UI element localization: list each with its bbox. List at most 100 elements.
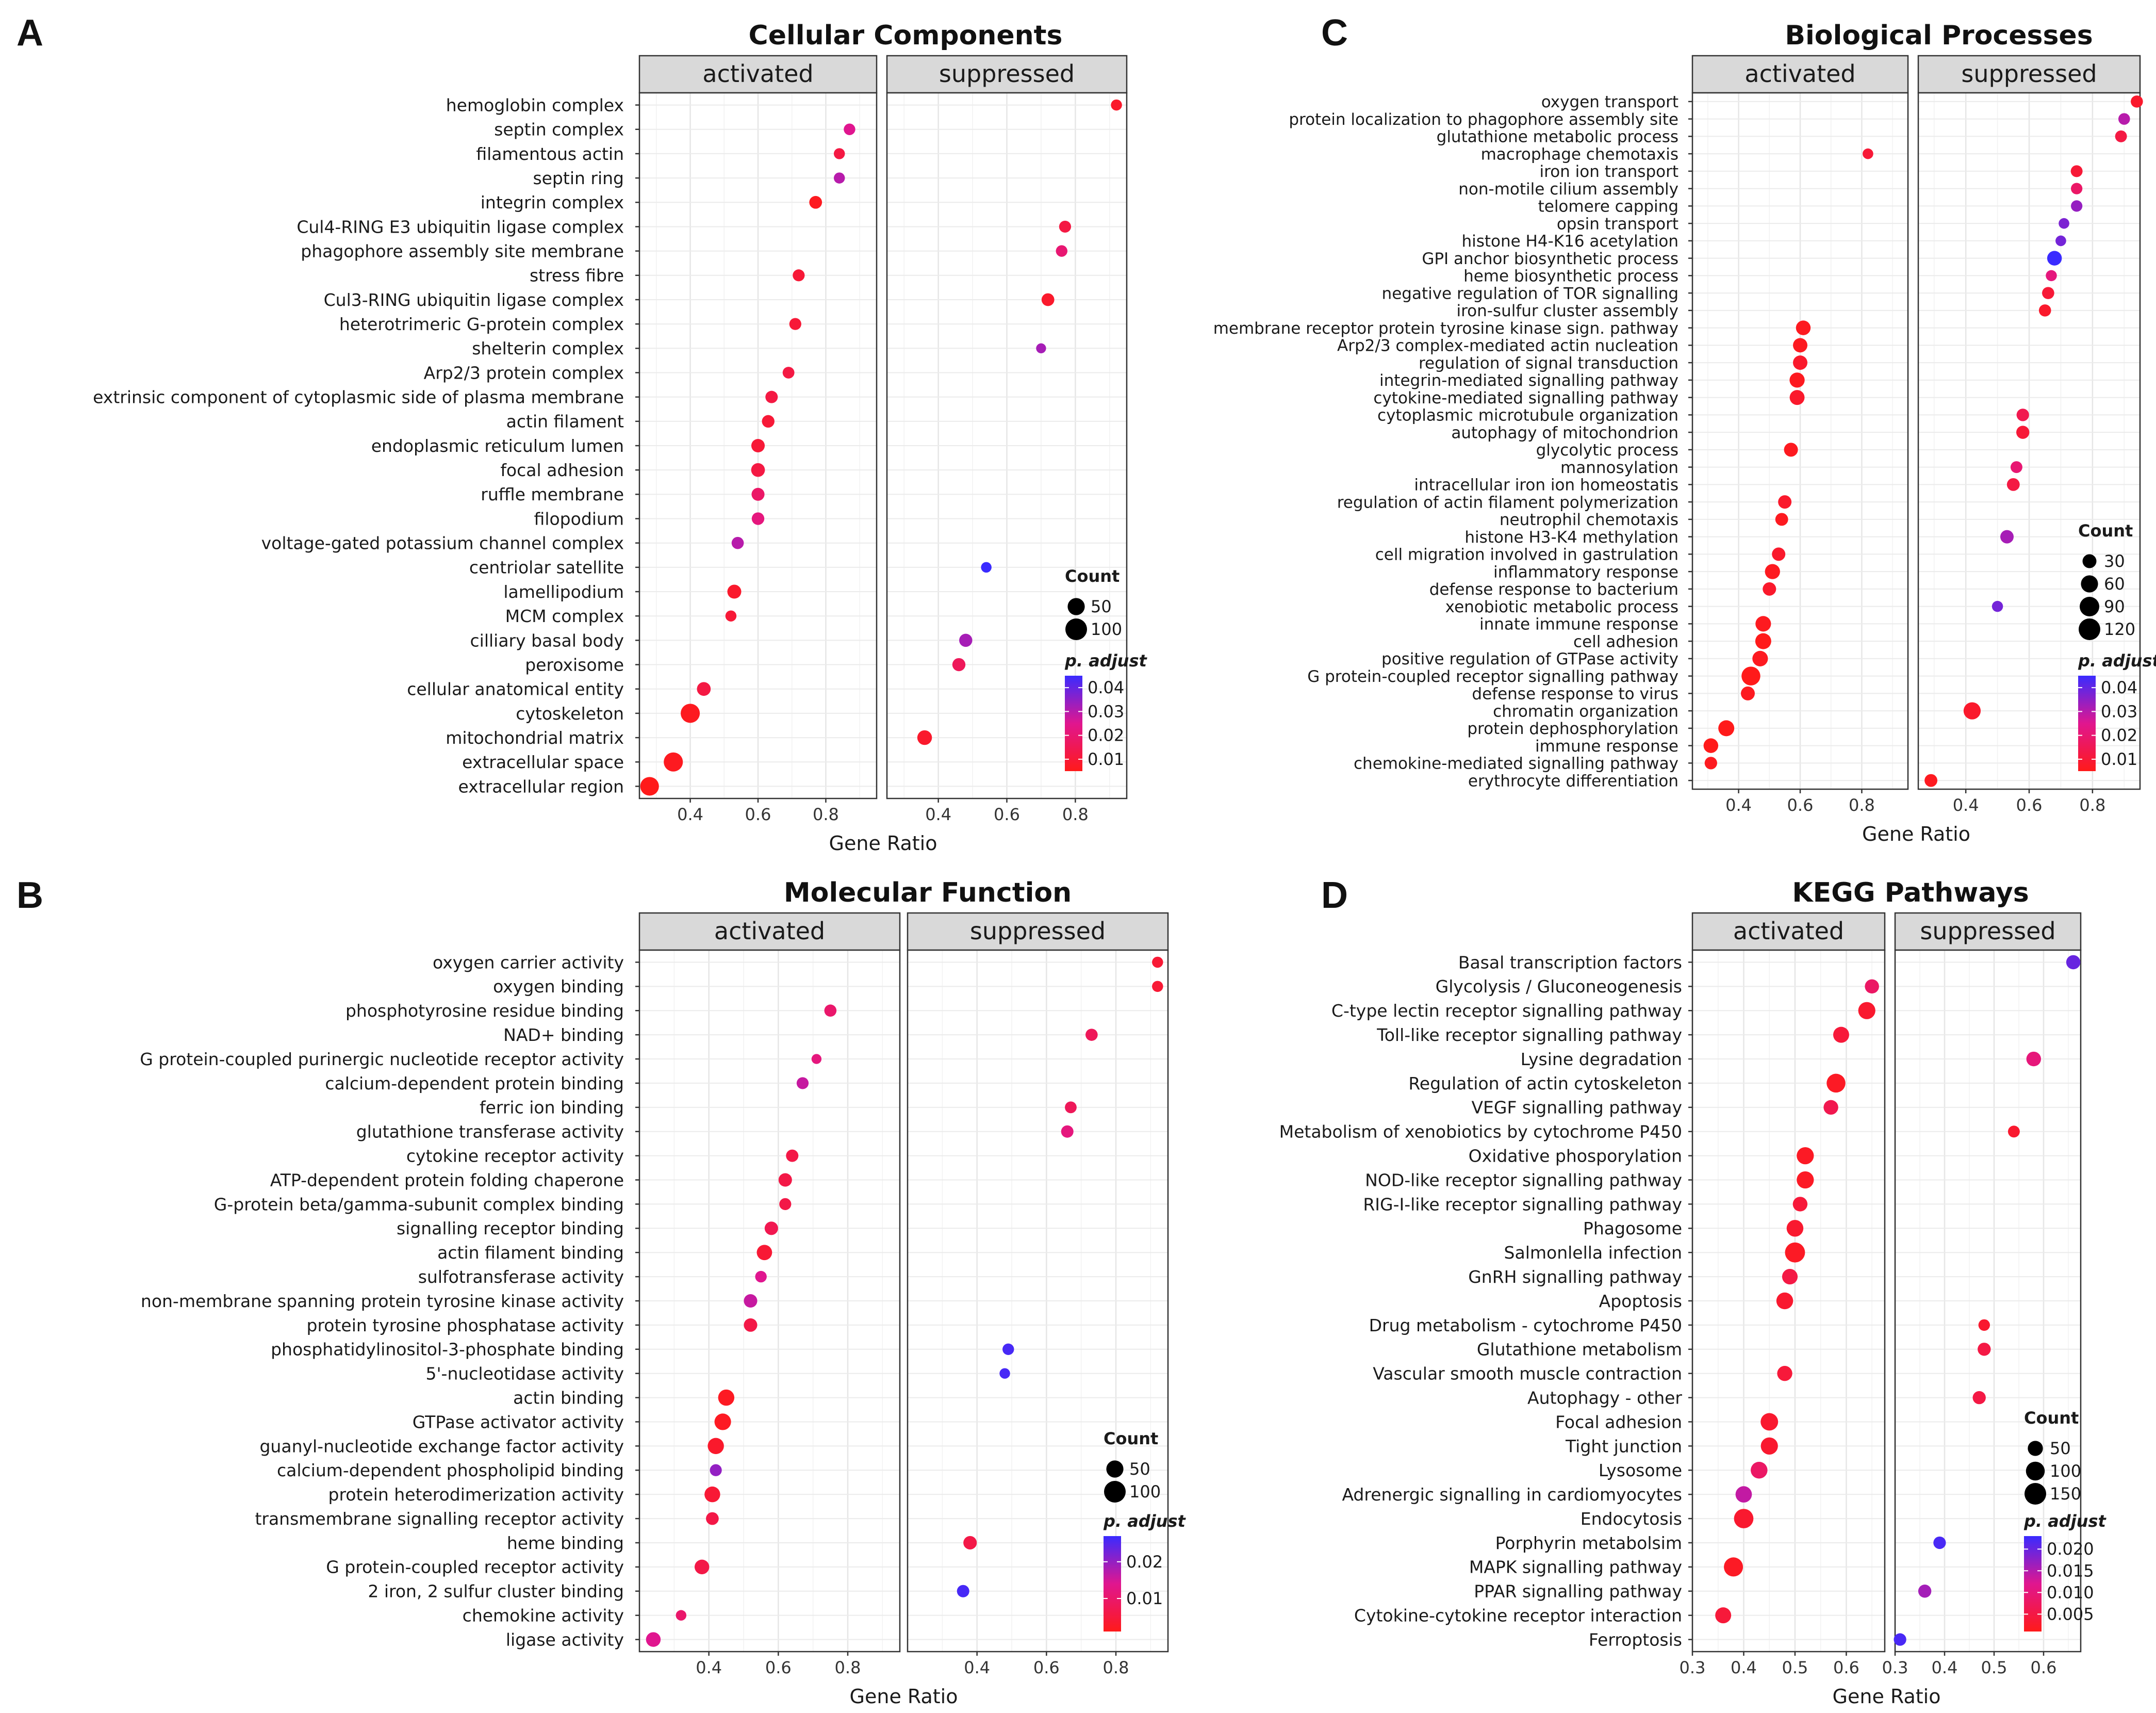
data-point [694,1559,710,1575]
data-point [2055,235,2066,247]
data-point [1797,1147,1814,1165]
data-point [762,415,775,428]
term-label: protein dephosphorylation [1467,720,1678,738]
term-label: Drug metabolism - cytochrome P450 [1369,1315,1682,1335]
term-label: actin binding [513,1388,624,1408]
term-label: 2 iron, 2 sulfur cluster binding [368,1581,624,1602]
term-label: histone H3-K4 methylation [1464,528,1678,547]
data-point [1833,1026,1849,1043]
data-point [664,752,683,772]
panel-title: KEGG Pathways [1792,877,2029,908]
x-axis-title: Gene Ratio [1833,1685,1941,1708]
data-point [727,584,742,599]
term-label: Ferroptosis [1589,1629,1682,1650]
data-point [1793,355,1807,370]
term-label: G protein-coupled receptor signalling pa… [1307,667,1678,686]
data-point [1823,1100,1838,1115]
data-point [1863,148,1873,159]
data-point [1735,1486,1752,1503]
data-point [1858,1002,1875,1019]
term-label: Arp2/3 protein complex [424,363,624,383]
count-legend-dot [2026,1461,2045,1481]
term-label: 5'-nucleotidase activity [425,1364,624,1384]
term-label: actin filament [506,412,624,432]
term-label: ferric ion binding [480,1098,624,1118]
term-label: VEGF signalling pathway [1471,1098,1682,1118]
data-point [1963,702,1981,720]
data-point [1784,443,1798,457]
data-point [824,1004,837,1017]
data-point [811,1054,822,1064]
count-legend-label: 90 [2104,597,2125,616]
term-label: cytoskeleton [516,704,624,724]
term-label: extrinsic component of cytoplasmic side … [93,387,624,407]
data-point [1765,564,1780,579]
data-point [1152,956,1163,968]
term-label: oxygen carrier activity [433,952,624,972]
term-label: glycolytic process [1536,441,1678,460]
data-point [793,269,805,282]
term-label: actin filament binding [437,1243,624,1263]
data-point [2016,426,2030,439]
data-point [2016,409,2029,421]
data-point [2066,955,2081,970]
x-tick-label: 0.4 [1731,1658,1757,1677]
data-point [1797,1171,1814,1189]
term-label: transmembrane signalling receptor activi… [255,1509,624,1529]
term-label: Regulation of actin cytoskeleton [1408,1073,1682,1094]
term-label: protein localization to phagophore assem… [1289,110,1678,129]
count-legend-title: Count [2078,521,2133,541]
count-legend-dot [2082,554,2097,568]
term-label: heterotrimeric G-protein complex [339,314,624,334]
legend: Count 30 60 90 120 p. adjust 0.04 0.03 0.02 0.01 [2078,521,2156,771]
data-point [646,1632,661,1647]
count-legend-label: 50 [1129,1459,1150,1479]
term-label: non-motile cilium assembly [1458,180,1678,199]
term-label: signalling receptor binding [397,1218,624,1238]
term-label: sulfotransferase activity [418,1267,624,1287]
data-point [706,1512,719,1525]
data-point [1085,1029,1098,1041]
x-tick-label: 0.3 [1680,1658,1706,1677]
data-point [779,1198,792,1211]
term-label: non-membrane spanning protein tyrosine k… [141,1291,624,1311]
data-point [744,1294,758,1308]
x-tick-label: 0.8 [813,805,839,824]
data-point [957,1585,969,1597]
term-label: phosphotyrosine residue binding [345,1001,624,1021]
padj-colorbar [2078,676,2096,771]
term-label: mannosylation [1560,459,1678,477]
data-point [1755,633,1771,649]
term-label: integrin complex [481,192,624,213]
term-label: septin ring [533,168,624,188]
count-legend-label: 30 [2104,551,2125,571]
facet-strip-label: suppressed [970,917,1106,945]
x-tick-label: 0.6 [1787,795,1814,815]
data-point [2071,200,2083,212]
term-label: Vascular smooth muscle contraction [1373,1364,1682,1384]
data-point [1036,343,1046,353]
term-label: cellular anatomical entity [407,679,624,699]
data-point [1065,1101,1077,1114]
data-point [1056,245,1067,257]
count-legend-title: Count [1104,1429,1158,1448]
term-label: histone H4-K16 acetylation [1461,232,1678,251]
data-point [710,1464,722,1476]
term-label: Tight junction [1565,1436,1682,1456]
data-point [1734,1509,1754,1528]
data-point [714,1413,731,1430]
term-label: RIG-I-like receptor signalling pathway [1363,1194,1682,1214]
x-axis-title: Gene Ratio [850,1685,958,1708]
facet-strip-label: suppressed [1961,60,2097,88]
x-tick-label: 0.5 [1782,1658,1808,1677]
term-label: opsin transport [1557,215,1678,233]
legend: Count 50 100 p. adjust 0.04 0.03 0.02 0.01 [1064,566,1148,771]
term-label: NOD-like receptor signalling pathway [1365,1170,1682,1190]
term-label: NAD+ binding [503,1025,624,1045]
count-legend-dot [2080,597,2099,616]
x-tick-label: 0.4 [1953,795,1979,815]
plot-frame [907,949,1169,1653]
data-point [676,1610,687,1621]
data-point [1111,99,1122,111]
